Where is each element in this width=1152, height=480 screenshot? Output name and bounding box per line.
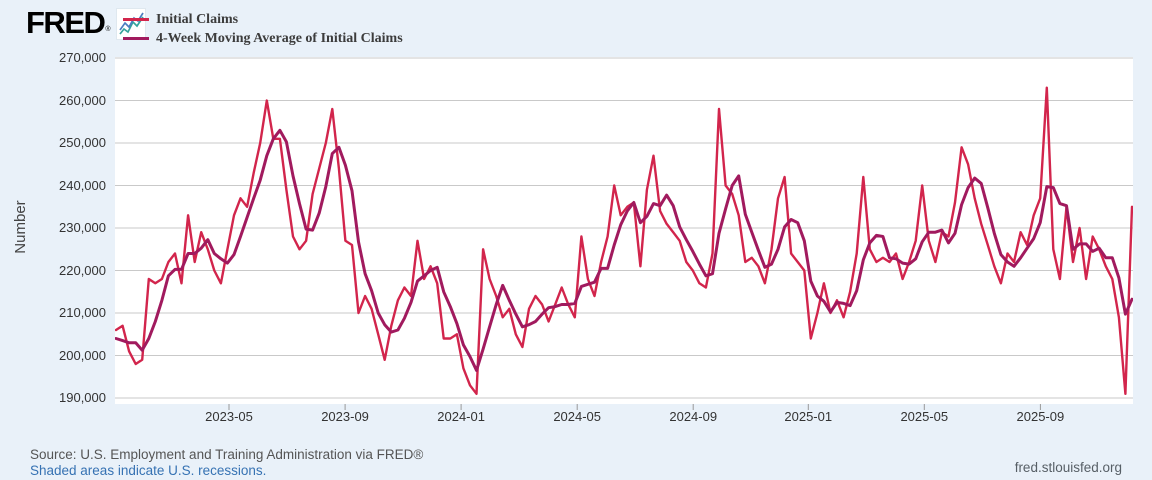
- chart-canvas[interactable]: [115, 57, 1133, 411]
- y-tick-label: 240,000: [59, 177, 106, 193]
- x-tick-label: 2025-05: [900, 409, 949, 424]
- y-tick-label: 220,000: [59, 262, 106, 278]
- fred-logo-text: FRED: [26, 5, 106, 40]
- recession-note-link[interactable]: Shaded areas indicate U.S. recessions.: [30, 463, 267, 478]
- legend-label-initial-claims: Initial Claims: [156, 11, 239, 27]
- legend-swatch-initial-claims: [123, 18, 149, 21]
- legend-item-moving-average: 4-Week Moving Average of Initial Claims: [123, 29, 403, 48]
- registered-trademark: ®: [105, 26, 111, 33]
- fred-site-link[interactable]: fred.stlouisfed.org: [1014, 460, 1122, 475]
- x-tick-label: 2024-09: [669, 409, 718, 424]
- fred-sparkline-icon: [115, 8, 146, 40]
- x-tick-label: 2023-09: [321, 409, 369, 424]
- fred-logo: FRED ®: [26, 6, 146, 42]
- x-tick-label: 2025-09: [1016, 409, 1065, 424]
- y-tick-label: 230,000: [59, 220, 106, 235]
- chart-legend: Initial Claims 4-Week Moving Average of …: [123, 10, 403, 48]
- legend-item-initial-claims: Initial Claims: [123, 10, 403, 29]
- y-tick-label: 210,000: [59, 305, 106, 320]
- y-tick-label: 190,000: [59, 390, 106, 405]
- legend-swatch-moving-average: [123, 37, 149, 40]
- x-tick-label: 2024-01: [437, 409, 485, 424]
- legend-label-moving-average: 4-Week Moving Average of Initial Claims: [156, 30, 403, 46]
- y-tick-label: 260,000: [59, 92, 106, 108]
- x-tick-label: 2024-05: [553, 409, 602, 424]
- y-tick-label: 250,000: [59, 135, 106, 150]
- y-tick-label: 270,000: [59, 50, 106, 65]
- x-tick-label: 2023-05: [205, 409, 253, 424]
- source-text: Source: U.S. Employment and Training Adm…: [30, 447, 424, 462]
- y-tick-label: 200,000: [59, 347, 106, 363]
- x-tick-label: 2025-01: [784, 409, 833, 424]
